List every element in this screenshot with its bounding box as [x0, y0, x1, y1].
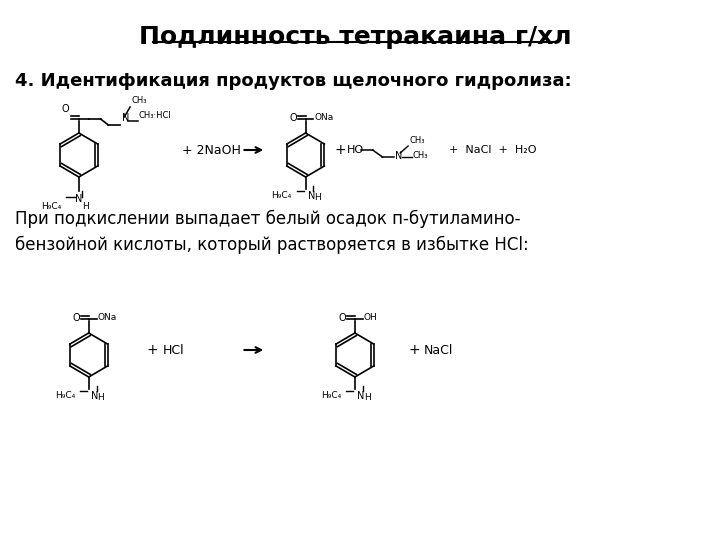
Text: N: N	[357, 391, 364, 401]
Text: 4. Идентификация продуктов щелочного гидролиза:: 4. Идентификация продуктов щелочного гид…	[15, 72, 572, 90]
Text: H₉C₄: H₉C₄	[271, 191, 292, 200]
Text: Подлинность тетракаина г/хл: Подлинность тетракаина г/хл	[138, 25, 571, 49]
Text: N: N	[122, 113, 130, 123]
Text: H: H	[364, 393, 371, 402]
Text: +  NaCl  +  H₂O: + NaCl + H₂O	[449, 145, 536, 155]
Text: N: N	[307, 191, 315, 201]
Text: H: H	[315, 193, 321, 202]
Text: N: N	[91, 391, 98, 401]
Text: NaCl: NaCl	[424, 343, 454, 356]
Text: O: O	[72, 313, 80, 323]
Text: ONa: ONa	[315, 113, 333, 123]
Text: N: N	[75, 194, 83, 204]
Text: H₉C₄: H₉C₄	[41, 202, 61, 211]
Text: CH₃: CH₃	[409, 136, 425, 145]
Text: CH₃·HCl: CH₃·HCl	[138, 111, 171, 120]
Text: +: +	[147, 343, 158, 357]
Text: OH: OH	[364, 314, 377, 322]
Text: N: N	[395, 151, 402, 161]
Text: H₉C₄: H₉C₄	[55, 391, 75, 400]
Text: При подкислении выпадает белый осадок п-бутиламино-
бензойной кислоты, который р: При подкислении выпадает белый осадок п-…	[15, 210, 528, 254]
Text: ONa: ONa	[98, 314, 117, 322]
Text: O: O	[61, 104, 69, 114]
Text: HCl: HCl	[163, 343, 184, 356]
Text: O: O	[289, 113, 297, 123]
Text: + 2NaOH: + 2NaOH	[182, 144, 241, 157]
Text: +: +	[408, 343, 420, 357]
Text: H: H	[82, 202, 89, 211]
Text: H₉C₄: H₉C₄	[321, 391, 341, 400]
Text: CH₃: CH₃	[131, 96, 147, 105]
Text: O: O	[338, 313, 346, 323]
Text: +: +	[334, 143, 346, 157]
Text: CH₃: CH₃	[412, 152, 428, 160]
Text: HO: HO	[347, 145, 364, 155]
Text: H: H	[98, 393, 104, 402]
